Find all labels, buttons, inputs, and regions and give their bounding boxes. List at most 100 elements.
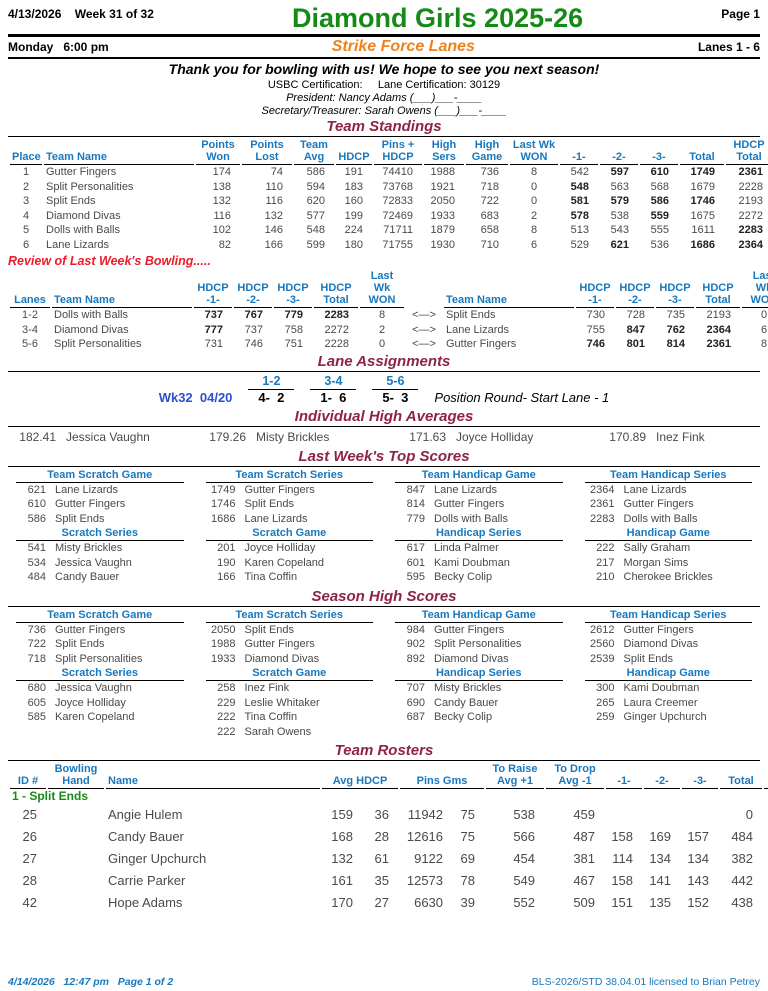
season-entry-value: 707 [406,682,425,694]
last-week-entry-name: Tina Coffin [244,571,298,583]
roster-cell-g2: 134 [649,851,672,866]
roster-col-avg-hdcp: Avg HDCP [322,761,399,789]
season-category-label: Team Handicap Series [584,608,752,623]
standings-cell-place: 3 [22,195,30,207]
roster-cell-raise: 552 [513,895,536,910]
review-team: Split Ends [446,309,496,321]
standings-cell-g3: 555 [650,224,669,236]
standings-cell-sers: 1933 [430,209,455,222]
lane-pair-column: 3-4 1- 6 [310,374,357,406]
last-week-entry-name: Lane Lizards [55,483,118,496]
roster-cell-hand [48,870,104,892]
standings-cell-team: Dolls with Balls [46,224,120,236]
versus-arrow: <—> [412,338,436,350]
season-entry: 1933 Diamond Divas [200,652,380,667]
high-average-name: Joyce Holliday [456,429,534,444]
roster-cell-gms: 78 [460,873,476,888]
last-week-entry: 2361 Gutter Fingers [579,497,759,512]
last-week-scores-grid: Team Scratch Game 621 Lane Lizards 610 Gutte… [8,467,760,587]
high-average-entry: 171.63 Joyce Holliday [404,430,604,444]
lane-pair-label: 1-2 [248,374,295,390]
roster-cell-id: 28 [22,873,37,888]
last-week-entry-value: 610 [27,498,46,510]
season-entry-value: 585 [27,711,46,723]
standings-cell-hdcp_total: 2228 [738,180,763,193]
last-week-entry-name: Candy Bauer [55,571,120,583]
standings-cell-g3: 568 [650,180,669,193]
season-entry-value: 1933 [211,652,236,665]
standings-cell-avg: 620 [306,195,325,207]
last-week-entry: 595 Becky Colip [389,570,569,585]
season-entry-value: 690 [406,696,425,709]
roster-cell-raise: 538 [513,807,536,822]
season-entry-name: Split Ends [244,623,295,636]
review-won: 8 [378,309,386,321]
roster-col-g1: -1- [606,761,643,789]
last-week-column: Team Scratch Series 1749 Gutter Fingers 174… [200,468,380,585]
roster-cell-id: 27 [22,851,37,866]
season-category-label: Team Handicap Game [395,608,563,623]
review-g3: 735 [666,309,685,321]
season-column: Team Scratch Game 736 Gutter Fingers 722 Spl… [10,608,190,740]
season-entry-value: 892 [406,652,425,665]
page-number: Page 1 [721,7,760,21]
season-entry-value: 229 [217,696,236,709]
roster-cell-name: Angie Hulem [108,807,183,822]
standings-cell-g3: 559 [650,209,669,222]
last-week-entry-name: Split Ends [244,498,295,510]
season-entry-value: 605 [27,696,46,709]
high-average-value: 170.89 [609,429,646,444]
roster-cell-pins: 9122 [414,851,444,866]
roster-cell-drop: 509 [573,895,596,910]
review-g3: 814 [666,338,685,350]
standings-cell-place: 2 [22,180,30,193]
season-entry-value: 2612 [590,623,615,636]
review-team: Gutter Fingers [446,338,517,350]
roster-cell-id: 25 [22,807,37,822]
review-total: 2193 [706,309,731,321]
roster-cell-hand [48,826,104,848]
review-g3: 762 [666,323,685,336]
roster-cell-raise: 549 [513,873,536,888]
review-col-team-right: Team Name [444,268,574,308]
review-g3: 751 [284,338,303,350]
last-week-entry-name: Karen Copeland [244,556,325,569]
standings-cell-game: 683 [480,209,499,222]
roster-cell-hdcp: 28 [374,829,390,844]
high-average-value: 182.41 [19,429,56,444]
last-week-entry-name: Lane Lizards [434,483,497,496]
last-week-entry-name: Kami Doubman [434,556,510,569]
league-title: Diamond Girls 2025-26 [292,3,584,33]
standings-col-avg: Team Avg [294,137,334,165]
roster-cell-avg: 170 [331,895,353,910]
season-category-label: Handicap Series [395,666,563,681]
season-entry-value: 687 [406,711,425,723]
lane-pair-column: 5-6 5- 3 [372,374,419,406]
last-week-entry-name: Morgan Sims [623,556,689,569]
standings-cell-hdcp: 183 [344,180,363,193]
last-week-entry-name: Jessica Vaughn [55,556,132,569]
review-g1: 777 [204,323,223,336]
standings-row: 1 Gutter Fingers 174 74 586 191 74410 1988 736 8 5… [10,165,768,180]
standings-cell-game: 736 [480,166,499,178]
roster-row: 42 Hope Adams 170 27 6630 39 552 509 151 135 152 43… [10,892,768,914]
review-won: 0 [378,338,386,350]
roster-col-raise: To Raise Avg +1 [486,761,545,789]
roster-col-pins-gms: Pins Gms [400,761,485,789]
last-week-entry: 201 Joyce Holliday [200,541,380,556]
roster-cell-hdcp_total: 568 [764,826,768,848]
standings-cell-team: Split Ends [46,195,96,207]
standings-cell-total: 1611 [691,224,715,236]
last-week-entry-value: 534 [27,556,46,569]
roster-cell-drop: 381 [573,851,596,866]
roster-team-group-row: 1 - Split Ends [10,789,768,804]
roster-cell-g3: 152 [687,895,710,910]
header-top-row: 4/13/2026 Week 31 of 32 Diamond Girls 20… [8,3,760,37]
season-entry-name: Gutter Fingers [55,623,126,636]
standings-cell-hdcp: 191 [344,166,363,178]
last-week-entry: 1749 Gutter Fingers [200,483,380,498]
roster-col-g2: -2- [644,761,681,789]
last-week-entry: 534 Jessica Vaughn [10,556,190,571]
standings-cell-team: Lane Lizards [46,238,109,251]
last-week-entry: 2364 Lane Lizards [579,483,759,498]
